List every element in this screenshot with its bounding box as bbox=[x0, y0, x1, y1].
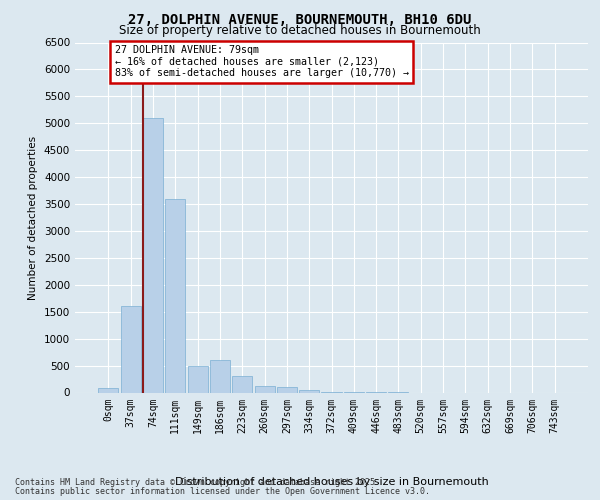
Bar bbox=[188, 366, 208, 392]
Bar bbox=[165, 198, 185, 392]
Bar bbox=[210, 360, 230, 392]
Bar bbox=[254, 386, 275, 392]
Text: 27 DOLPHIN AVENUE: 79sqm
← 16% of detached houses are smaller (2,123)
83% of sem: 27 DOLPHIN AVENUE: 79sqm ← 16% of detach… bbox=[115, 45, 409, 78]
Text: Contains public sector information licensed under the Open Government Licence v3: Contains public sector information licen… bbox=[15, 486, 430, 496]
Bar bbox=[232, 376, 252, 392]
Bar bbox=[121, 306, 141, 392]
Y-axis label: Number of detached properties: Number of detached properties bbox=[28, 136, 38, 300]
Text: Size of property relative to detached houses in Bournemouth: Size of property relative to detached ho… bbox=[119, 24, 481, 37]
Bar bbox=[299, 390, 319, 392]
Bar bbox=[98, 388, 118, 392]
X-axis label: Distribution of detached houses by size in Bournemouth: Distribution of detached houses by size … bbox=[175, 477, 488, 487]
Bar bbox=[143, 118, 163, 392]
Bar bbox=[277, 387, 297, 392]
Text: 27, DOLPHIN AVENUE, BOURNEMOUTH, BH10 6DU: 27, DOLPHIN AVENUE, BOURNEMOUTH, BH10 6D… bbox=[128, 12, 472, 26]
Text: Contains HM Land Registry data © Crown copyright and database right 2025.: Contains HM Land Registry data © Crown c… bbox=[15, 478, 380, 487]
